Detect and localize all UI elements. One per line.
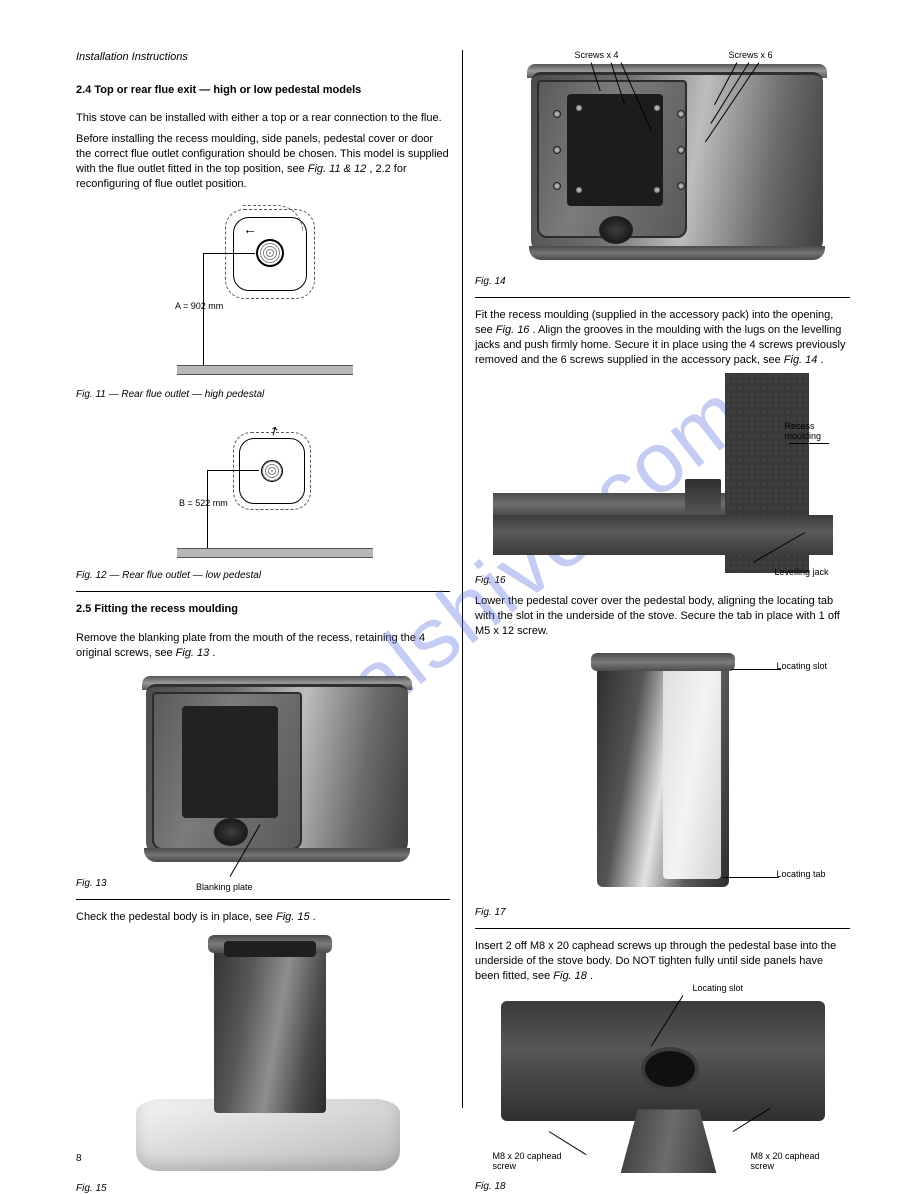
para-fit-recess: Fit the recess moulding (supplied in the…	[475, 308, 850, 367]
page-number: 8	[76, 1153, 82, 1164]
ref-fig13: Fig. 13	[176, 647, 210, 659]
screw-icon	[553, 182, 561, 190]
figure-16: Recess moulding Levelling jack	[475, 373, 850, 573]
fig15-caption: Fig. 15	[76, 1183, 450, 1194]
para-flue-config: Before installing the recess moulding, s…	[76, 132, 450, 191]
para-cp-b: .	[313, 911, 316, 923]
heading-flue-exit: 2.4 Top or rear flue exit — high or low …	[76, 83, 450, 97]
fig11-caption: Fig. 11 — Rear flue outlet — high pedest…	[76, 389, 450, 400]
fig17-inner	[663, 667, 721, 879]
screw-icon	[653, 186, 661, 194]
fig13-render: Blanking plate	[108, 666, 418, 876]
para-ch-b: .	[590, 970, 593, 982]
fig17-line-tab	[723, 877, 779, 878]
figure-15	[76, 931, 450, 1181]
figure-12: ↗ B = 522 mm	[76, 408, 450, 568]
para-ch-a: Insert 2 off M8 x 20 caphead screws up t…	[475, 940, 836, 982]
fig15-column-inner	[224, 941, 316, 957]
screw-icon	[553, 146, 561, 154]
fig17-render: Locating slot Locating tab	[563, 645, 763, 905]
screw-icon	[575, 186, 583, 194]
fig11-dim-h	[203, 253, 255, 254]
screw-icon	[677, 182, 685, 190]
fig13-skirt	[144, 848, 410, 862]
screw-icon	[653, 104, 661, 112]
para-flue-install: This stove can be installed with either …	[76, 111, 450, 126]
fig12-dim-v	[207, 470, 208, 548]
para-caphead: Insert 2 off M8 x 20 caphead screws up t…	[475, 939, 850, 984]
screw-icon	[553, 110, 561, 118]
page-header: Installation Instructions	[76, 50, 450, 65]
separator-2	[76, 899, 450, 900]
para-check-pedestal: Check the pedestal body is in place, see…	[76, 910, 450, 925]
screw-icon	[677, 146, 685, 154]
fig18-caption: Fig. 18	[475, 1181, 850, 1192]
ref-fig11-12: Fig. 11 & 12	[308, 163, 367, 175]
fig14-skirt	[529, 246, 825, 260]
heading-recess-moulding: 2.5 Fitting the recess moulding	[76, 602, 450, 616]
fig11-dim-a-label: A = 902 mm	[175, 301, 223, 311]
figure-17: Locating slot Locating tab	[475, 645, 850, 905]
fig11-diagram: ← A = 902 mm	[143, 197, 383, 387]
ref-fig15: Fig. 15	[276, 911, 310, 923]
arrow-left-icon: ←	[243, 221, 257, 237]
screw-icon	[575, 104, 583, 112]
fig12-dim-b-label: B = 522 mm	[179, 498, 228, 508]
fig13-blanking-plate	[182, 706, 278, 818]
fig16-render: Recess moulding Levelling jack	[493, 373, 833, 573]
para-fr-c: .	[820, 354, 823, 366]
fig12-floor	[177, 548, 373, 558]
fig17-line-slot	[731, 669, 781, 670]
fig16-line-moulding	[789, 443, 829, 444]
left-column: Installation Instructions 2.4 Top or rea…	[76, 50, 463, 1108]
page-root: manualshive.com Installation Instruction…	[0, 0, 918, 1188]
fig12-caption: Fig. 12 — Rear flue outlet — low pedesta…	[76, 570, 450, 581]
ref-fig18: Fig. 18	[553, 970, 587, 982]
figure-13: Blanking plate	[76, 666, 450, 876]
fig17-topcap	[591, 653, 735, 671]
page-footer: 8	[76, 1153, 850, 1164]
ref-fig16: Fig. 16	[496, 324, 530, 336]
fig14-label-4: Screws x 4	[575, 50, 619, 60]
fig18-hole-icon	[641, 1047, 699, 1091]
separator-1	[76, 591, 450, 592]
fig16-levelling-jack	[685, 479, 721, 513]
content-columns: Installation Instructions 2.4 Top or rea…	[76, 50, 850, 1108]
fig18-label-slot: Locating slot	[693, 983, 744, 993]
para-rb-a: Remove the blanking plate from the mouth…	[76, 632, 425, 659]
screw-icon	[677, 110, 685, 118]
fig18-render: Locating slot M8 x 20 caphead screw M8 x…	[493, 989, 833, 1179]
fig17-label-slot: Locating slot	[777, 661, 837, 671]
fig15-render	[108, 931, 418, 1181]
para-cp-a: Check the pedestal body is in place, see	[76, 911, 276, 923]
fig11-floor	[177, 365, 353, 375]
right-column: Screws x 4 Screws x 6 Fig. 14 Fit the re…	[463, 50, 850, 1108]
fig14-caption: Fig. 14	[475, 276, 850, 287]
ref-fig14: Fig. 14	[784, 354, 818, 366]
fig16-label-moulding: Recess moulding	[785, 421, 835, 441]
fig13-blanking-label: Blanking plate	[196, 882, 253, 892]
fig14-render: Screws x 4 Screws x 6	[493, 54, 833, 274]
figure-18: Locating slot M8 x 20 caphead screw M8 x…	[475, 989, 850, 1179]
fig12-diagram: ↗ B = 522 mm	[143, 408, 383, 568]
fig12-dim-h	[207, 470, 259, 471]
fig13-caption: Fig. 13	[76, 878, 450, 889]
fig16-label-jack: Levelling jack	[775, 567, 835, 577]
fig17-label-tab: Locating tab	[777, 869, 837, 879]
fig14-flue-ring-icon	[599, 216, 633, 244]
fig15-column	[214, 945, 326, 1113]
para-lower-pedestal: Lower the pedestal cover over the pedest…	[475, 594, 850, 639]
fig17-caption: Fig. 17	[475, 907, 850, 918]
figure-11: ← A = 902 mm	[76, 197, 450, 387]
figure-14: Screws x 4 Screws x 6	[475, 54, 850, 274]
para-rb-b: .	[212, 647, 215, 659]
fig16-floor	[493, 515, 833, 555]
separator-r1	[475, 297, 850, 298]
fig14-label-6: Screws x 6	[729, 50, 773, 60]
separator-r2	[475, 928, 850, 929]
para-remove-blanking: Remove the blanking plate from the mouth…	[76, 631, 450, 661]
